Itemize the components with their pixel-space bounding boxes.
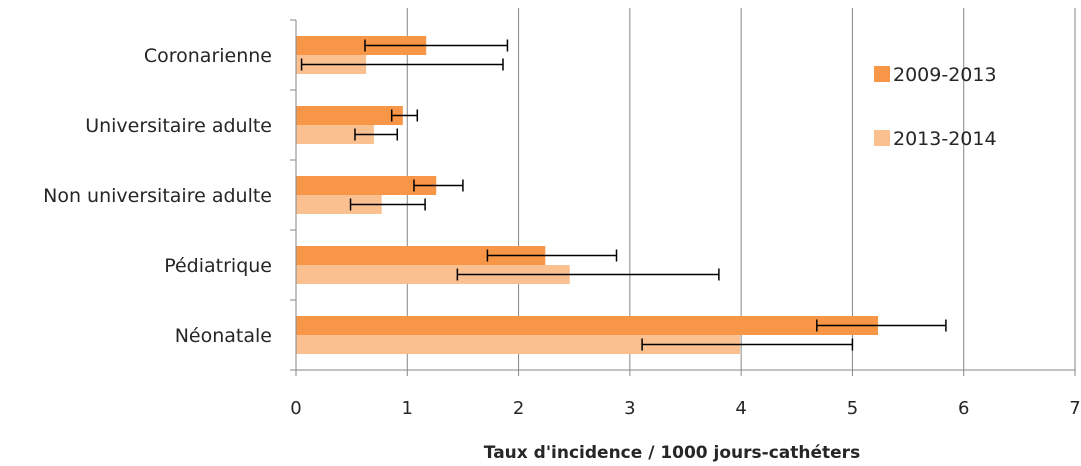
category-label: Pédiatrique: [164, 255, 272, 277]
bar: [296, 316, 879, 335]
legend-label: 2009-2013: [893, 64, 997, 86]
x-tick-label: 3: [624, 398, 635, 419]
legend-swatch: [874, 130, 890, 146]
bar: [296, 195, 382, 214]
category-label: Universitaire adulte: [85, 115, 272, 137]
category-labels: Coronarienne Universitaire adulte Non univ…: [43, 45, 272, 347]
axes: [290, 19, 1076, 376]
x-tick-label: 0: [290, 398, 301, 419]
x-tick-label: 5: [847, 398, 858, 419]
legend-swatch: [874, 66, 890, 82]
gridlines: [406, 8, 1076, 370]
category-label: Néonatale: [175, 325, 272, 347]
bar: [296, 36, 427, 55]
bar: [296, 246, 546, 265]
bar: [296, 335, 741, 354]
category-label: Non universitaire adulte: [43, 185, 272, 207]
legend: 2009-2013 2013-2014: [874, 64, 997, 150]
bar: [296, 106, 403, 125]
x-tick-label: 4: [735, 398, 746, 419]
category-label: Coronarienne: [144, 45, 272, 67]
bars: [296, 36, 879, 354]
bar: [296, 176, 437, 195]
x-axis-title: Taux d'incidence / 1000 jours-cathéters: [484, 443, 860, 463]
bar: [296, 265, 570, 284]
x-tick-label: 7: [1069, 398, 1080, 419]
x-tick-label: 2: [513, 398, 524, 419]
error-bars: [300, 39, 947, 351]
legend-label: 2013-2014: [893, 128, 997, 150]
x-tick-label: 1: [402, 398, 413, 419]
x-tick-label: 6: [958, 398, 969, 419]
x-tick-labels: 0 1 2 3 4 5 6 7: [290, 398, 1080, 419]
